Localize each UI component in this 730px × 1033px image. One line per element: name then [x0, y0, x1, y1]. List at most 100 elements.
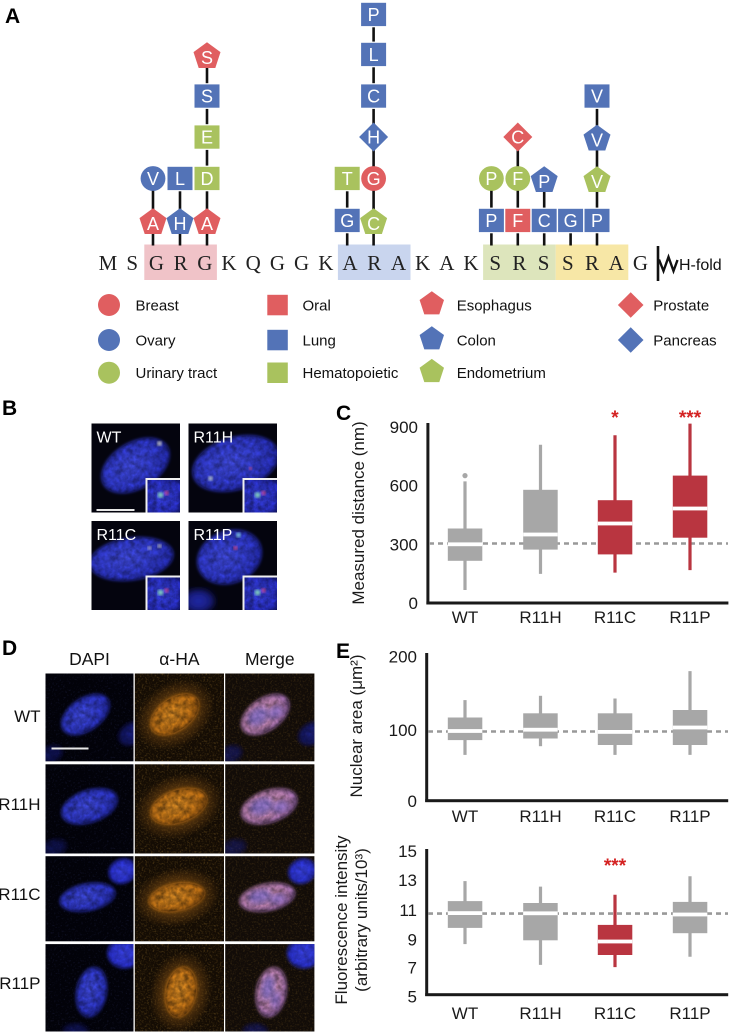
svg-text:F: F	[512, 169, 523, 189]
svg-text:R11C: R11C	[594, 807, 636, 826]
svg-text:P: P	[591, 211, 603, 231]
svg-text:M: M	[99, 251, 118, 275]
svg-text:G: G	[564, 211, 578, 231]
svg-text:V: V	[147, 169, 159, 189]
svg-text:R11C: R11C	[594, 1004, 636, 1023]
svg-text:P: P	[485, 211, 497, 231]
svg-text:R11H: R11H	[519, 807, 561, 826]
svg-text:P: P	[538, 172, 550, 192]
svg-text:A: A	[439, 251, 455, 275]
svg-text:H: H	[174, 214, 187, 234]
svg-text:G: G	[294, 251, 309, 275]
svg-text:L: L	[175, 169, 185, 189]
svg-text:R11H: R11H	[0, 795, 41, 814]
svg-text:A: A	[5, 5, 20, 28]
svg-text:R11P: R11P	[194, 527, 233, 544]
svg-text:R11H: R11H	[519, 608, 561, 627]
svg-text:WT: WT	[452, 807, 478, 826]
svg-text:C: C	[511, 128, 524, 148]
svg-text:R11C: R11C	[97, 527, 137, 544]
svg-text:Breast: Breast	[136, 298, 180, 315]
svg-text:Lung: Lung	[303, 333, 336, 350]
svg-text:Oral: Oral	[303, 298, 331, 315]
svg-text:Endometrium: Endometrium	[457, 365, 546, 382]
svg-text:0: 0	[408, 792, 417, 811]
svg-text:V: V	[591, 87, 603, 107]
svg-text:B: B	[2, 397, 17, 420]
svg-text:G: G	[149, 251, 164, 275]
svg-text:***: ***	[604, 856, 627, 877]
svg-text:G: G	[633, 251, 648, 275]
svg-text:11: 11	[399, 901, 417, 920]
svg-text:Hematopoietic: Hematopoietic	[303, 365, 399, 382]
svg-text:A: A	[201, 214, 213, 234]
svg-text:7: 7	[408, 959, 417, 978]
svg-text:R: R	[585, 251, 599, 275]
svg-text:E: E	[336, 640, 350, 663]
svg-text:P: P	[368, 5, 380, 25]
svg-text:G: G	[340, 211, 354, 231]
svg-text:WT: WT	[14, 707, 40, 726]
svg-text:K: K	[415, 251, 430, 275]
svg-text:L: L	[369, 45, 379, 65]
svg-text:A: A	[342, 251, 358, 275]
svg-text:C: C	[538, 211, 551, 231]
svg-text:WT: WT	[97, 430, 122, 447]
svg-text:A: A	[391, 251, 407, 275]
svg-text:F: F	[512, 211, 523, 231]
svg-text:C: C	[367, 87, 380, 107]
svg-text:R: R	[512, 251, 526, 275]
svg-text:S: S	[201, 87, 213, 107]
svg-text:9: 9	[408, 931, 417, 950]
svg-text:R11P: R11P	[0, 974, 41, 993]
svg-text:S: S	[562, 251, 574, 275]
svg-text:R11P: R11P	[669, 608, 710, 627]
svg-text:K: K	[463, 251, 478, 275]
svg-text:WT: WT	[452, 608, 478, 627]
svg-text:DAPI: DAPI	[69, 649, 110, 669]
svg-text:*: *	[611, 408, 619, 429]
svg-text:E: E	[201, 128, 213, 148]
svg-text:(arbitrary units/10³): (arbitrary units/10³)	[352, 848, 371, 992]
svg-text:D: D	[2, 637, 17, 660]
svg-text:R11P: R11P	[669, 1004, 710, 1023]
svg-text:300: 300	[390, 535, 418, 554]
svg-text:S: S	[201, 48, 213, 68]
svg-text:T: T	[342, 169, 353, 189]
svg-text:S: S	[489, 251, 501, 275]
svg-text:D: D	[201, 169, 214, 189]
svg-text:K: K	[221, 251, 236, 275]
svg-text:Urinary tract: Urinary tract	[136, 365, 219, 382]
svg-text:S: S	[126, 251, 138, 275]
svg-text:R11H: R11H	[519, 1004, 561, 1023]
svg-text:5: 5	[408, 988, 417, 1007]
svg-text:100: 100	[389, 721, 417, 740]
svg-text:Ovary: Ovary	[136, 333, 177, 350]
svg-text:V: V	[591, 172, 603, 192]
svg-text:A: A	[147, 214, 159, 234]
svg-text:Colon: Colon	[457, 333, 496, 350]
svg-text:13: 13	[398, 871, 417, 890]
svg-text:900: 900	[390, 418, 418, 437]
svg-text:Measured distance (nm): Measured distance (nm)	[349, 421, 368, 604]
svg-text:G: G	[197, 251, 212, 275]
svg-text:R: R	[174, 251, 188, 275]
svg-text:600: 600	[390, 477, 418, 496]
svg-text:Q: Q	[246, 251, 261, 275]
svg-text:α-HA: α-HA	[159, 649, 200, 669]
svg-text:S: S	[538, 251, 550, 275]
svg-text:C: C	[367, 214, 380, 234]
svg-text:Fluorescence intensity: Fluorescence intensity	[332, 835, 351, 1005]
svg-text:H: H	[367, 128, 380, 148]
svg-text:Esophagus: Esophagus	[457, 298, 532, 315]
svg-text:Prostate: Prostate	[653, 298, 709, 315]
svg-text:V: V	[591, 131, 603, 151]
svg-text:R11C: R11C	[0, 885, 41, 904]
svg-text:Merge: Merge	[245, 649, 295, 669]
svg-text:15: 15	[398, 842, 417, 861]
svg-text:K: K	[318, 251, 333, 275]
svg-text:C: C	[336, 402, 351, 425]
svg-text:G: G	[367, 169, 381, 189]
svg-text:200: 200	[389, 647, 417, 666]
svg-text:WT: WT	[452, 1004, 478, 1023]
